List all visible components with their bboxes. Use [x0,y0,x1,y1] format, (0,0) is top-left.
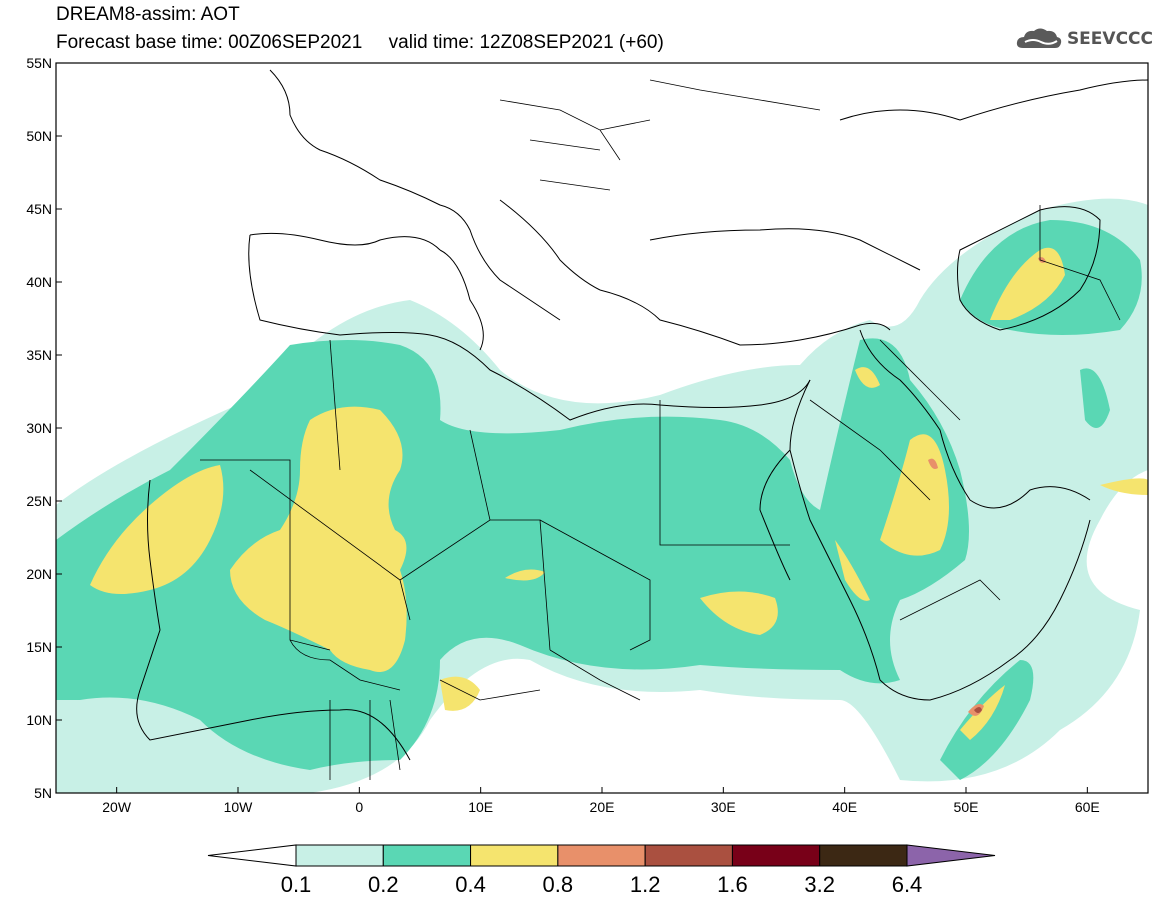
coastlines [136,69,1148,761]
colorbar-label: 6.4 [892,872,923,897]
lat-label: 45N [26,201,52,217]
lon-label: 50E [954,799,979,815]
logo-text: SEEVCCC [1066,29,1153,49]
lon-label: 10W [224,799,254,815]
colorbar-swatch [295,844,384,867]
lon-axis: 20W 10W 0 10E 20E 30E 40E 50E 60E [102,799,1100,815]
colorbar-label: 0.8 [543,872,574,897]
colorbar-label: 1.2 [630,872,661,897]
forecast-times: Forecast base time: 00Z06SEP2021 valid t… [56,32,664,53]
colorbar-upper-extension [906,844,996,867]
lat-label: 15N [26,639,52,655]
lon-label: 10E [468,799,493,815]
lon-label: 0 [355,799,363,815]
country-borders [200,79,1121,780]
lon-label: 30E [711,799,736,815]
lon-label: 20E [590,799,615,815]
cloud-icon [1016,28,1062,48]
lat-label: 50N [26,128,52,144]
lat-label: 5N [34,785,52,801]
lon-label: 40E [832,799,857,815]
lat-axis: 55N 50N 45N 40N 35N 30N 25N 20N 15N 10N 5N [26,55,52,801]
colorbar-swatch [557,844,646,867]
colorbar-swatch [819,844,908,867]
colorbar-label: 0.1 [281,872,312,897]
lat-label: 25N [26,493,52,509]
map-title: DREAM8-assim: AOT [56,4,240,25]
aot-band-1.2 [974,707,982,713]
lat-label: 30N [26,420,52,436]
colorbar-label: 1.6 [717,872,748,897]
axis-ticks [56,62,1088,794]
colorbar-swatch [731,844,821,867]
colorbar-swatch [644,844,733,867]
lat-label: 10N [26,712,52,728]
colorbar-swatch [382,844,472,867]
lat-label: 35N [26,347,52,363]
lon-label: 20W [102,799,132,815]
colorbar-lower-extension [207,844,297,867]
colorbar-label: 0.4 [455,872,486,897]
lat-label: 55N [26,55,52,71]
lat-label: 20N [26,566,52,582]
colorbar-label: 0.2 [368,872,399,897]
colorbar-label: 3.2 [804,872,835,897]
lat-label: 40N [26,274,52,290]
colorbar-swatch [470,844,559,867]
seevccc-logo: SEEVCCC [1015,26,1153,52]
lon-label: 60E [1075,799,1100,815]
